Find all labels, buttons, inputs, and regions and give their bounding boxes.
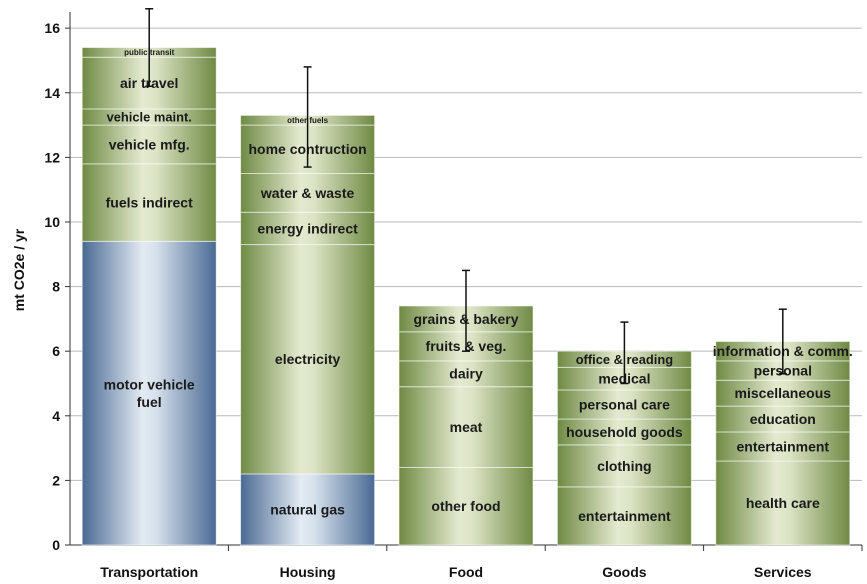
category-label: Transportation (100, 564, 198, 580)
segment-label: fuels indirect (106, 194, 193, 210)
segment-labels: motor vehicle fuel fuels indirect vehicle m… (104, 48, 853, 524)
category-label: Services (754, 564, 812, 580)
segment-label: water & waste (260, 185, 355, 201)
bar-segment (715, 431, 851, 462)
bar-segment (398, 360, 534, 388)
segment-label: fuel (137, 394, 162, 410)
bar-segment (81, 124, 217, 165)
segment-label: education (750, 411, 816, 427)
bar-segment (556, 444, 692, 488)
y-tick-label: 16 (44, 20, 60, 36)
bar-segment (715, 460, 851, 546)
y-tick-label: 10 (44, 214, 60, 230)
y-tick-label: 0 (52, 537, 60, 553)
segment-label: energy indirect (257, 220, 358, 236)
segment-label: meat (450, 419, 483, 435)
y-tick-label: 4 (52, 408, 60, 424)
y-tick-label: 12 (44, 149, 60, 165)
segment-label: electricity (275, 351, 341, 367)
bar-segment (556, 418, 692, 446)
y-tick-label: 2 (52, 472, 60, 488)
segment-label: miscellaneous (735, 385, 832, 401)
segment-label: dairy (449, 366, 483, 382)
segment-label: health care (746, 495, 820, 511)
y-tick-label: 8 (52, 279, 60, 295)
segment-label: household goods (566, 424, 683, 440)
y-tick-label: 6 (52, 343, 60, 359)
bar-segment (240, 473, 376, 546)
segment-label: personal care (579, 396, 670, 412)
segment-label: vehicle maint. (107, 110, 192, 125)
segment-label: entertainment (578, 508, 671, 524)
segment-label: natural gas (270, 501, 345, 517)
category-label: Goods (602, 564, 647, 580)
category-label: Food (449, 564, 483, 580)
bar-segment (398, 386, 534, 468)
segment-label: motor vehicle (104, 376, 195, 392)
bar-segment (81, 163, 217, 242)
bar-segment (556, 486, 692, 546)
segment-label: entertainment (737, 438, 830, 454)
segment-label: clothing (597, 458, 651, 474)
error-bars (145, 8, 787, 385)
segment-label: vehicle mfg. (109, 136, 190, 152)
bar-segment (240, 173, 376, 213)
category-label: Housing (280, 564, 336, 580)
bar-segment (81, 240, 217, 546)
y-axis-label: mt CO2e / yr (11, 228, 27, 311)
bar-segment (240, 211, 376, 246)
bar-segment (398, 466, 534, 546)
segment-label: other food (431, 498, 500, 514)
y-tick-label: 14 (44, 85, 60, 101)
bar-segment (240, 244, 376, 475)
bar-segment (556, 389, 692, 420)
